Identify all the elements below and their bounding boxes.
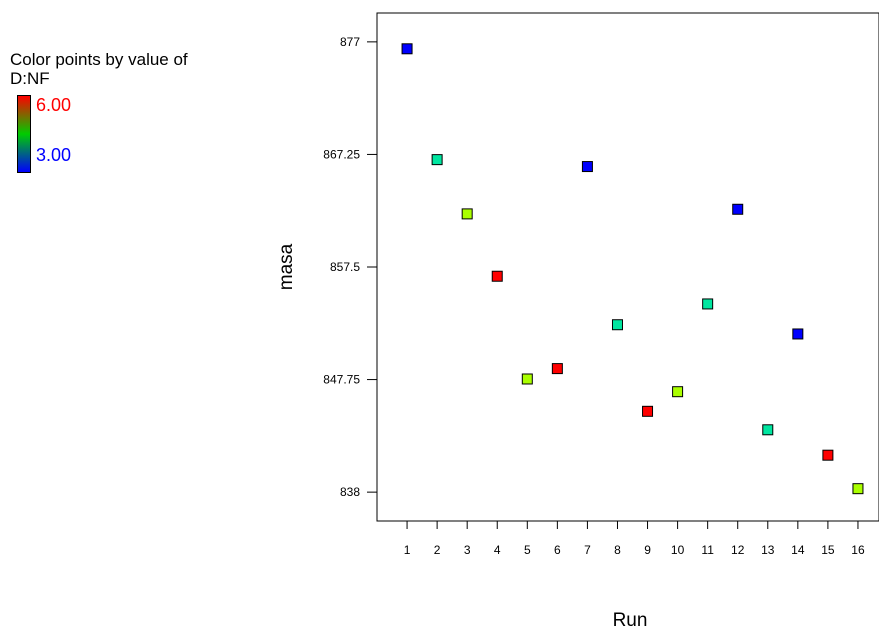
x-tick-label: 8 bbox=[614, 543, 621, 557]
y-tick-label: 838 bbox=[340, 485, 360, 499]
data-point bbox=[551, 363, 563, 375]
legend-title-line2: D:NF bbox=[10, 69, 50, 88]
data-point bbox=[491, 270, 503, 282]
x-tick-label: 5 bbox=[524, 543, 531, 557]
x-tick-label: 7 bbox=[584, 543, 591, 557]
data-point bbox=[822, 449, 834, 461]
y-tick-label: 857.5 bbox=[330, 260, 360, 274]
data-point bbox=[521, 373, 533, 385]
x-tick-label: 14 bbox=[791, 543, 805, 557]
x-tick-label: 6 bbox=[554, 543, 561, 557]
x-tick-label: 15 bbox=[821, 543, 835, 557]
legend-min-label: 3.00 bbox=[36, 145, 72, 165]
x-tick-label: 9 bbox=[644, 543, 651, 557]
y-tick-label: 877 bbox=[340, 35, 360, 49]
color-legend: Color points by value of D:NF 6.00 3.00 bbox=[10, 50, 250, 180]
x-tick-label: 12 bbox=[731, 543, 745, 557]
x-tick-label: 2 bbox=[434, 543, 441, 557]
legend-title: Color points by value of D:NF bbox=[10, 50, 240, 88]
y-axis-label: masa bbox=[276, 243, 297, 290]
x-tick-label: 16 bbox=[851, 543, 865, 557]
data-point bbox=[762, 424, 774, 436]
y-tick-label: 847.75 bbox=[323, 373, 360, 387]
data-point bbox=[642, 405, 654, 417]
y-tick-label: 867.25 bbox=[323, 147, 360, 161]
x-tick-label: 13 bbox=[761, 543, 775, 557]
x-tick-label: 1 bbox=[404, 543, 411, 557]
x-tick-label: 3 bbox=[464, 543, 471, 557]
legend-title-line1: Color points by value of bbox=[10, 50, 188, 69]
x-tick-label: 10 bbox=[671, 543, 685, 557]
data-point bbox=[732, 203, 744, 215]
x-tick-label: 4 bbox=[494, 543, 501, 557]
data-point bbox=[431, 154, 443, 166]
data-point bbox=[702, 298, 714, 310]
x-tick-label: 11 bbox=[701, 543, 714, 557]
data-point bbox=[401, 43, 413, 55]
data-point bbox=[581, 161, 593, 173]
data-point bbox=[611, 319, 623, 331]
plot-frame bbox=[376, 12, 879, 522]
x-axis-label: Run bbox=[613, 610, 648, 628]
legend-max-label: 6.00 bbox=[36, 95, 72, 115]
legend-color-gradient bbox=[17, 95, 31, 173]
data-point bbox=[852, 483, 864, 495]
data-point bbox=[461, 208, 473, 220]
data-point bbox=[672, 386, 684, 398]
data-point bbox=[792, 328, 804, 340]
